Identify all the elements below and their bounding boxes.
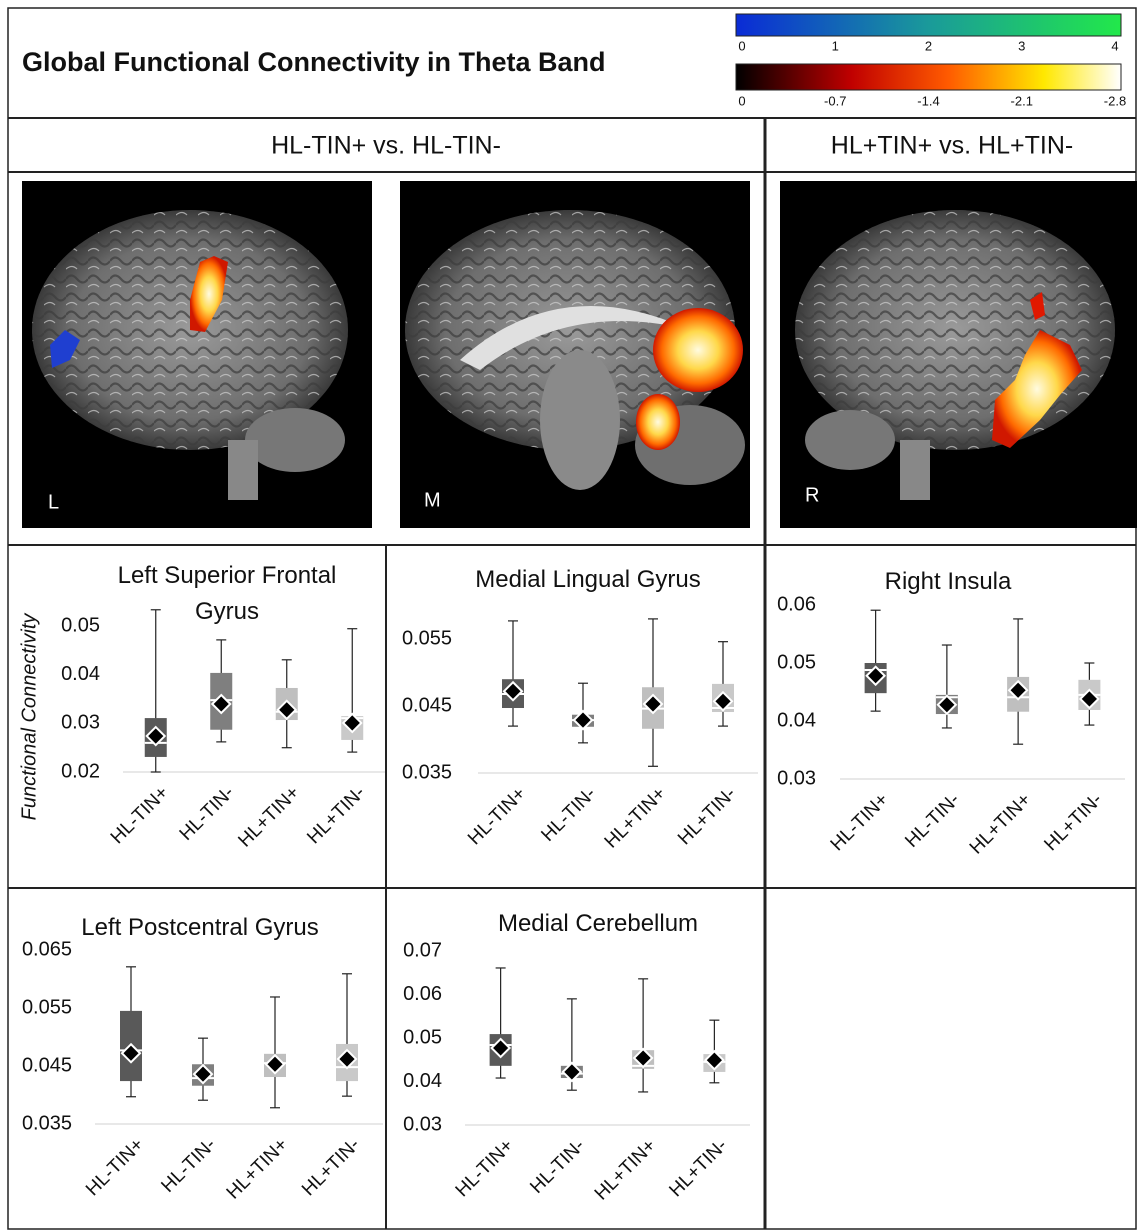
x-tick-label: HL+TIN+ xyxy=(601,783,670,852)
colorbar-tick-label: -2.8 xyxy=(1104,93,1126,108)
colorbar-tick-label: 0 xyxy=(738,38,745,53)
colorbar-tick-label: 0 xyxy=(738,93,745,108)
view-label: M xyxy=(424,489,441,511)
y-axis-label: Functional Connectivity xyxy=(18,613,40,821)
x-tick-label: HL+TIN+ xyxy=(223,1134,292,1203)
colorbar-tick-label: 2 xyxy=(925,38,932,53)
chart-title: Left Postcentral Gyrus xyxy=(30,910,370,946)
y-tick-label: 0.04 xyxy=(403,1070,442,1092)
x-tick-label: HL-TIN- xyxy=(901,789,964,852)
chart-title-box: Medial Cerebellum xyxy=(438,906,758,986)
x-tick-label: HL-TIN+ xyxy=(827,789,893,855)
view-label: R xyxy=(805,484,819,506)
x-tick-label: HL+TIN- xyxy=(665,1135,731,1201)
y-tick-label: 0.05 xyxy=(777,651,816,673)
brain-medial xyxy=(400,181,750,528)
colorbar-tick-label: -0.7 xyxy=(824,93,846,108)
chart-title-box: Left Postcentral Gyrus xyxy=(30,910,370,990)
figure-title: Global Functional Connectivity in Theta … xyxy=(22,47,606,77)
y-tick-label: 0.03 xyxy=(61,712,100,734)
y-tick-label: 0.055 xyxy=(22,996,72,1018)
x-tick-label: HL+TIN+ xyxy=(234,782,303,851)
chart-title-box: Left Superior Frontal Gyrus xyxy=(97,558,357,638)
y-tick-label: 0.055 xyxy=(402,627,452,649)
y-tick-label: 0.045 xyxy=(22,1054,72,1076)
x-tick-label: HL+TIN- xyxy=(674,783,740,849)
x-tick-label: HL-TIN- xyxy=(537,783,600,846)
chart-title: Left Superior Frontal Gyrus xyxy=(97,558,357,630)
colorbar-tick-label: -1.4 xyxy=(917,93,939,108)
x-tick-label: HL-TIN- xyxy=(526,1135,589,1198)
y-tick-label: 0.04 xyxy=(777,709,816,731)
y-tick-label: 0.05 xyxy=(61,615,100,637)
x-tick-label: HL-TIN- xyxy=(176,782,239,845)
y-tick-label: 0.06 xyxy=(777,593,816,615)
brain-right xyxy=(780,181,1137,528)
chart-title: Right Insula xyxy=(788,564,1108,600)
chart-title-box: Right Insula xyxy=(788,564,1108,644)
y-tick-label: 0.02 xyxy=(61,760,100,782)
x-tick-label: HL+TIN- xyxy=(298,1134,364,1200)
y-tick-label: 0.045 xyxy=(402,694,452,716)
x-tick-label: HL-TIN+ xyxy=(82,1134,148,1200)
y-tick-label: 0.07 xyxy=(403,939,442,961)
brain-left xyxy=(22,181,372,528)
x-tick-label: HL+TIN+ xyxy=(966,789,1035,858)
chart-title: Medial Lingual Gyrus xyxy=(428,562,748,598)
mean-marker xyxy=(563,1063,581,1081)
chart-title-box: Medial Lingual Gyrus xyxy=(428,562,748,642)
column-header: HL+TIN+ vs. HL+TIN- xyxy=(831,132,1073,160)
column-header: HL-TIN+ vs. HL-TIN- xyxy=(271,132,501,160)
y-tick-label: 0.04 xyxy=(61,663,100,685)
figure: Global Functional Connectivity in Theta … xyxy=(0,0,1137,1230)
colorbar xyxy=(736,14,1121,36)
x-tick-label: HL+TIN- xyxy=(303,782,369,848)
y-tick-label: 0.065 xyxy=(22,938,72,960)
chart-title: Medial Cerebellum xyxy=(438,906,758,942)
colorbar-tick-label: 1 xyxy=(832,38,839,53)
x-tick-label: HL+TIN+ xyxy=(591,1135,660,1204)
x-tick-label: HL-TIN+ xyxy=(107,782,173,848)
x-tick-label: HL-TIN- xyxy=(157,1134,220,1197)
y-tick-label: 0.035 xyxy=(402,761,452,783)
x-tick-label: HL-TIN+ xyxy=(464,783,530,849)
y-tick-label: 0.06 xyxy=(403,983,442,1005)
colorbar-tick-label: -2.1 xyxy=(1011,93,1033,108)
y-tick-label: 0.035 xyxy=(22,1112,72,1134)
x-tick-label: HL-TIN+ xyxy=(452,1135,518,1201)
view-label: L xyxy=(48,491,59,513)
colorbar-tick-label: 4 xyxy=(1111,38,1118,53)
y-tick-label: 0.05 xyxy=(403,1026,442,1048)
y-tick-label: 0.03 xyxy=(777,767,816,789)
colorbar-tick-label: 3 xyxy=(1018,38,1025,53)
x-tick-label: HL+TIN- xyxy=(1040,789,1106,855)
y-tick-label: 0.03 xyxy=(403,1113,442,1135)
colorbar xyxy=(736,64,1121,90)
